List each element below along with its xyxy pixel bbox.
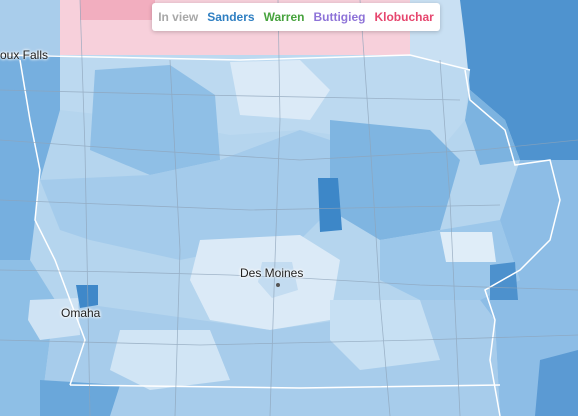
- region-central-mid[interactable]: [40, 130, 330, 260]
- candidate-legend: In view Sanders Warren Buttigieg Klobuch…: [152, 3, 440, 31]
- region-il-dark[interactable]: [535, 350, 578, 416]
- region-klobuchar-strong[interactable]: [80, 0, 155, 20]
- region-des-moines-core[interactable]: [258, 262, 298, 298]
- legend-klobuchar[interactable]: Klobuchar: [374, 10, 434, 24]
- region-wi-dark[interactable]: [460, 0, 578, 160]
- region-ia-north-pale[interactable]: [230, 60, 330, 120]
- region-ia-ne-mid[interactable]: [330, 120, 460, 240]
- legend-buttigieg[interactable]: Buttigieg: [313, 10, 366, 24]
- legend-in-view[interactable]: In view: [158, 10, 199, 24]
- state-border-south: [69, 384, 501, 389]
- city-label-sioux-falls: oux Falls: [0, 48, 49, 62]
- region-il-dark2[interactable]: [490, 262, 518, 300]
- state-border-east: [464, 69, 561, 416]
- region-omaha-dark[interactable]: [76, 285, 98, 308]
- city-marker-des-moines: [276, 283, 280, 287]
- state-border-west: [19, 59, 86, 386]
- city-label-des-moines: Des Moines: [240, 266, 304, 280]
- region-south-dark[interactable]: [40, 380, 120, 416]
- region-mn-blue[interactable]: [0, 0, 60, 55]
- region-west-south[interactable]: [0, 260, 55, 416]
- region-west-strip[interactable]: [0, 55, 60, 260]
- city-label-omaha: Omaha: [61, 306, 101, 320]
- region-dark-patch[interactable]: [318, 178, 342, 232]
- region-wi-mid[interactable]: [465, 90, 520, 165]
- region-ia-north-mid[interactable]: [90, 65, 220, 175]
- region-omaha-pale[interactable]: [28, 298, 80, 340]
- legend-warren[interactable]: Warren: [263, 10, 305, 24]
- legend-sanders[interactable]: Sanders: [207, 10, 255, 24]
- region-south-pale2[interactable]: [330, 300, 440, 370]
- region-east-pale[interactable]: [440, 232, 496, 262]
